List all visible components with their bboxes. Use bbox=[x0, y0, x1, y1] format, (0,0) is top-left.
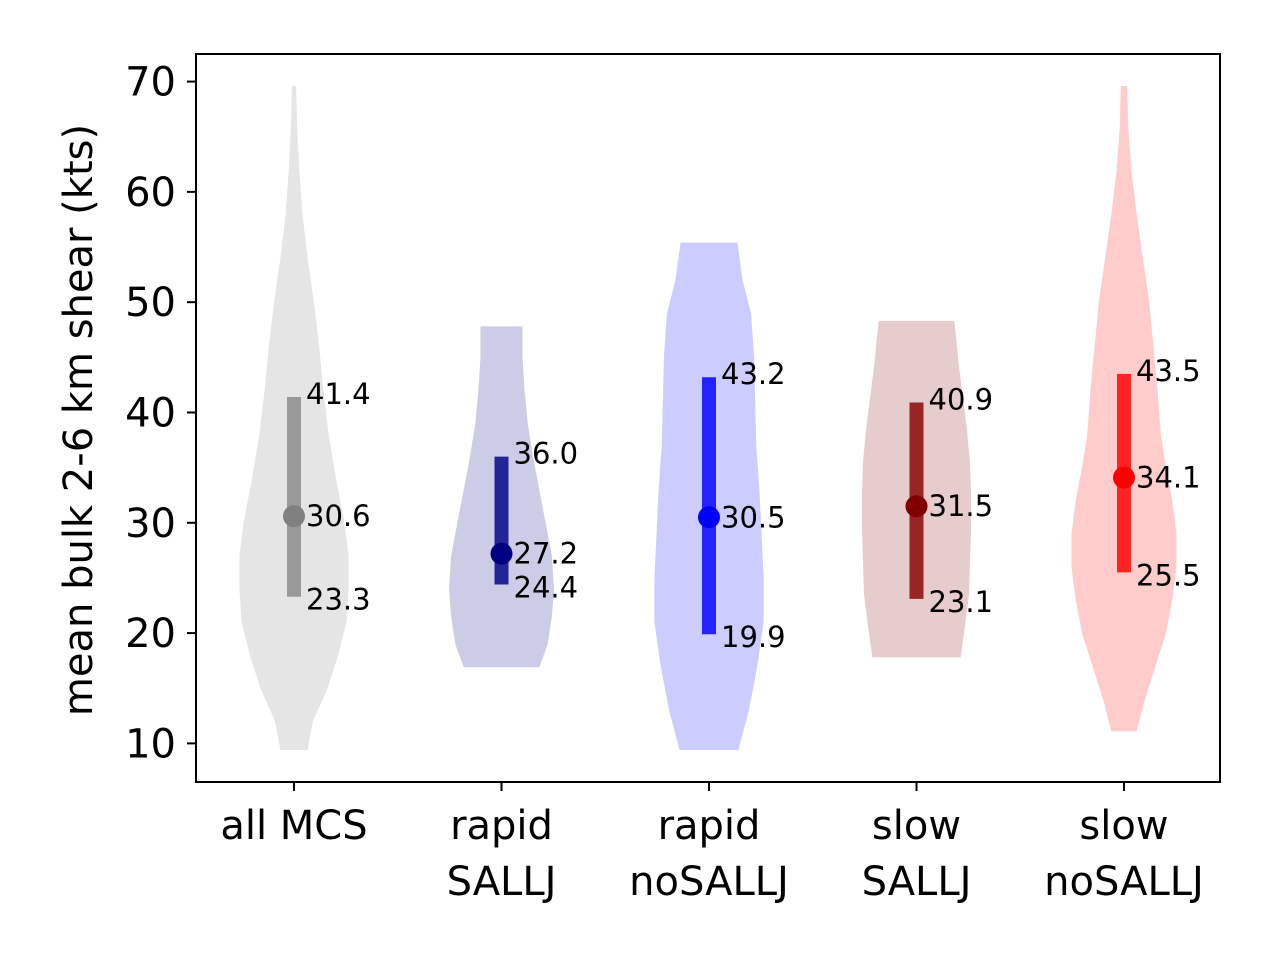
median-label: 34.1 bbox=[1136, 461, 1201, 495]
p10-label: 19.9 bbox=[721, 620, 786, 654]
x-tick-label: slow bbox=[872, 803, 961, 849]
x-tick-label: slow bbox=[1079, 803, 1168, 849]
y-axis: 10 20 30 40 50 60 70 bbox=[125, 60, 196, 767]
p10-label: 23.1 bbox=[929, 585, 994, 619]
y-tick-label: 50 bbox=[125, 280, 176, 326]
y-tick-label: 10 bbox=[125, 721, 176, 767]
x-tick-label: noSALLJ bbox=[629, 859, 789, 905]
y-tick-label: 40 bbox=[125, 390, 176, 436]
x-tick-label: SALLJ bbox=[447, 859, 557, 905]
x-axis: all MCS rapid SALLJ rapid noSALLJ slow SALLJ sl… bbox=[220, 782, 1204, 905]
y-axis-label: mean bulk 2-6 km shear (kts) bbox=[56, 124, 102, 716]
y-tick-label: 70 bbox=[125, 60, 176, 106]
median-label: 30.5 bbox=[721, 500, 786, 534]
p10-label: 24.4 bbox=[514, 571, 579, 605]
summary-stats: 41.4 30.6 23.3 36.0 27.224.4 43.2 30.5 19.9 40.9… bbox=[283, 354, 1201, 654]
median-dot bbox=[1113, 466, 1135, 489]
y-tick-label: 30 bbox=[125, 501, 176, 547]
median-dot bbox=[905, 495, 928, 518]
p90-label: 41.4 bbox=[306, 377, 371, 411]
p10-label: 25.5 bbox=[1136, 558, 1201, 592]
y-tick-label: 60 bbox=[125, 170, 176, 216]
median-label: 30.6 bbox=[306, 499, 371, 533]
median-dot bbox=[698, 506, 720, 529]
x-tick-label: noSALLJ bbox=[1044, 859, 1204, 905]
x-tick-label: rapid bbox=[450, 803, 553, 849]
median-dot bbox=[490, 542, 513, 565]
median-label: 27.2 bbox=[514, 537, 579, 571]
p90-label: 43.2 bbox=[721, 357, 786, 391]
p90-label: 43.5 bbox=[1136, 354, 1201, 388]
x-tick-label: SALLJ bbox=[862, 859, 972, 905]
median-label: 31.5 bbox=[929, 489, 994, 523]
y-tick-label: 20 bbox=[125, 611, 176, 657]
p90-label: 40.9 bbox=[929, 383, 994, 417]
x-tick-label: rapid bbox=[658, 803, 761, 849]
median-dot bbox=[283, 505, 305, 528]
x-tick-label: all MCS bbox=[220, 803, 367, 849]
p10-label: 23.3 bbox=[306, 583, 371, 617]
p90-label: 36.0 bbox=[514, 437, 579, 471]
